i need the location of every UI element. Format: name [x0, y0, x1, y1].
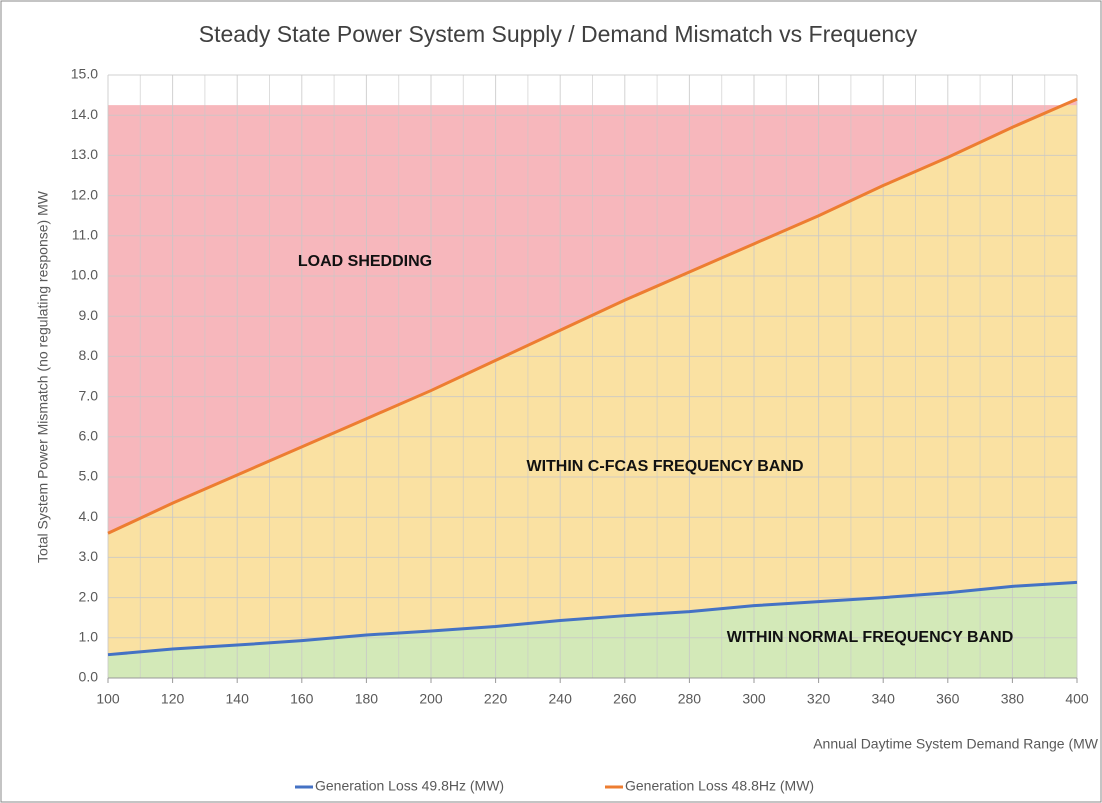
x-tick-label: 100 — [96, 691, 120, 707]
x-axis-label: Annual Daytime System Demand Range (MW — [813, 736, 1099, 752]
y-tick-label: 0.0 — [79, 669, 99, 685]
x-tick-label: 360 — [936, 691, 960, 707]
series-line — [107, 580, 1078, 657]
annotation: WITHIN C-FCAS FREQUENCY BAND — [526, 458, 803, 475]
y-tick-label: 7.0 — [79, 387, 99, 403]
x-tick-label: 280 — [678, 691, 702, 707]
chart-title: Steady State Power System Supply / Deman… — [199, 21, 918, 47]
y-tick-label: 15.0 — [71, 66, 98, 82]
x-tick-label: 140 — [226, 691, 250, 707]
x-tick-label: 400 — [1065, 691, 1089, 707]
y-tick-label: 6.0 — [79, 428, 99, 444]
series-line — [107, 97, 1078, 535]
x-tick-label: 120 — [161, 691, 185, 707]
y-tick-label: 14.0 — [71, 106, 98, 122]
x-tick-label: 380 — [1001, 691, 1025, 707]
y-tick-label: 12.0 — [71, 186, 98, 202]
y-tick-label: 10.0 — [71, 267, 98, 283]
y-tick-label: 1.0 — [79, 629, 99, 645]
annotation: LOAD SHEDDING — [298, 253, 432, 270]
x-tick-label: 260 — [613, 691, 637, 707]
x-tick-label: 320 — [807, 691, 831, 707]
y-tick-label: 5.0 — [79, 468, 99, 484]
x-tick-label: 180 — [355, 691, 379, 707]
x-tick-label: 240 — [549, 691, 573, 707]
annotation: WITHIN NORMAL FREQUENCY BAND — [727, 629, 1014, 646]
x-tick-label: 200 — [419, 691, 443, 707]
legend-label: Generation Loss 48.8Hz (MW) — [625, 778, 814, 794]
y-axis-label: Total System Power Mismatch (no regulati… — [35, 190, 51, 563]
y-tick-label: 9.0 — [79, 307, 99, 323]
y-tick-label: 8.0 — [79, 347, 99, 363]
y-tick-label: 11.0 — [72, 227, 98, 243]
x-tick-label: 160 — [290, 691, 314, 707]
y-tick-label: 4.0 — [79, 508, 99, 524]
x-tick-label: 220 — [484, 691, 508, 707]
legend-label: Generation Loss 49.8Hz (MW) — [315, 778, 504, 794]
x-tick-label: 300 — [742, 691, 766, 707]
y-tick-label: 3.0 — [79, 548, 99, 564]
y-tick-label: 2.0 — [79, 588, 99, 604]
x-tick-label: 340 — [872, 691, 896, 707]
y-tick-label: 13.0 — [71, 146, 98, 162]
